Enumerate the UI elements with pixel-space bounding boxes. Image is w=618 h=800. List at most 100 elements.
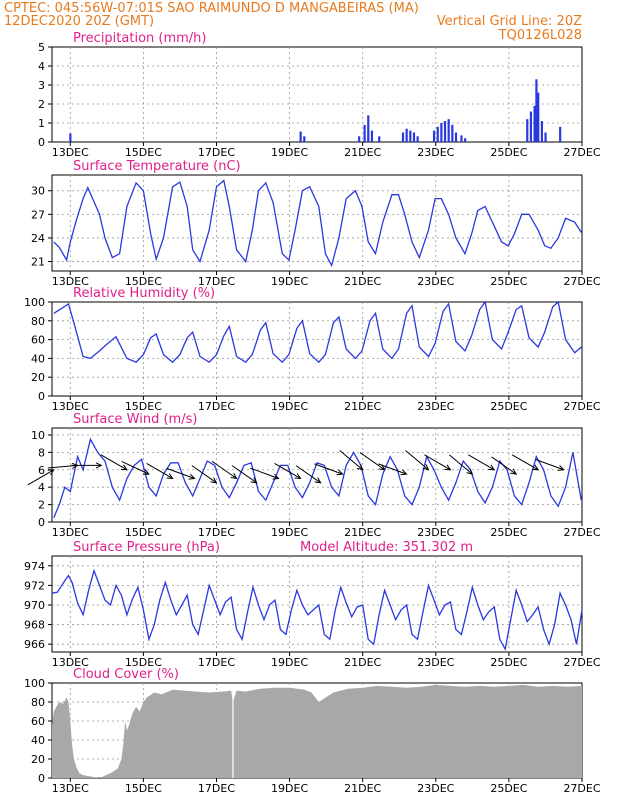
precip-bar <box>535 79 538 142</box>
ytick-label: 966 <box>24 638 45 651</box>
wind-arrow <box>211 460 238 480</box>
ytick-label: 100 <box>24 677 45 690</box>
wind-arrow-shaft <box>27 469 55 486</box>
wind-arrow-shaft <box>339 450 364 471</box>
xtick-label: 25DEC <box>490 146 527 159</box>
xtick-label: 23DEC <box>417 146 454 159</box>
ytick-label: 80 <box>31 696 45 709</box>
wind-arrow-shaft <box>295 465 321 484</box>
ytick-label: 40 <box>31 734 45 747</box>
panel-title-temp: Surface Temperature (nC) <box>73 159 241 174</box>
wind-arrow <box>146 463 174 480</box>
wind-arrow-shaft <box>535 459 564 471</box>
precip-bar <box>299 131 302 142</box>
xtick-label: 15DEC <box>125 782 162 795</box>
ytick-label: 60 <box>31 334 45 347</box>
wind-arrow-head <box>336 469 344 476</box>
xtick-label: 17DEC <box>198 526 235 539</box>
wind-arrow-head <box>314 477 322 484</box>
wind-arrow-shaft <box>424 454 451 471</box>
panel-frame-precip <box>51 46 583 143</box>
xtick-label: 19DEC <box>271 146 308 159</box>
wind-arrow-head <box>166 473 174 480</box>
ytick-label: 970 <box>24 599 45 612</box>
xtick-label: 27DEC <box>563 400 600 413</box>
wind-arrow <box>121 460 150 475</box>
series-line-rh <box>53 300 582 364</box>
wind-arrow-shaft <box>405 450 429 471</box>
ytick-label: 80 <box>31 315 45 328</box>
panel-cloud: Cloud Cover (%) 0 20 40 60 80 100 13DEC 15DEC 17D… <box>24 667 601 795</box>
xtick-label: 27DEC <box>563 526 600 539</box>
wind-arrow-shaft <box>146 463 173 479</box>
wind-arrow-shaft <box>100 454 128 471</box>
header-run-date: 12DEC2020 20Z (GMT) <box>4 14 154 29</box>
wind-arrow <box>274 463 302 480</box>
precip-bar <box>358 136 361 142</box>
wind-arrow-shaft <box>250 467 279 479</box>
xtick-label: 13DEC <box>52 275 89 288</box>
precip-bar <box>540 121 543 142</box>
wind-arrow-shaft <box>314 463 343 475</box>
wind-arrow <box>339 450 364 471</box>
wind-arrow-head <box>532 464 540 471</box>
panel-frame-temp <box>51 174 583 272</box>
wind-arrow-shaft <box>378 463 407 475</box>
panels: Precipitation (mm/h) 0 1 2 3 4 5 13DEC 15DEC 17DE… <box>24 31 601 795</box>
xtick-label: 21DEC <box>344 526 381 539</box>
ytick-label: 10 <box>31 429 45 442</box>
ytick-label: 24 <box>31 232 45 245</box>
wind-arrow-head <box>120 464 128 471</box>
ytick-label: 0 <box>38 516 45 529</box>
ytick-label: 972 <box>24 579 45 592</box>
xtick-label: 25DEC <box>490 782 527 795</box>
wind-arrow-head <box>188 473 196 480</box>
panel-pressure: Surface Pressure (hPa) Model Altitude: 35… <box>24 540 601 669</box>
xtick-label: 19DEC <box>271 656 308 669</box>
precip-bar <box>533 105 536 142</box>
wind-arrow-head <box>142 469 150 475</box>
precip-bar <box>440 123 443 142</box>
precip-bar <box>529 111 533 142</box>
panel-title-wind: Surface Wind (m/s) <box>73 412 197 427</box>
wind-arrow-shaft <box>166 467 195 479</box>
xtick-label: 23DEC <box>417 400 454 413</box>
precip-bar <box>401 132 405 142</box>
precip-bar <box>443 121 447 142</box>
wind-arrow <box>100 454 128 471</box>
xtick-label: 27DEC <box>563 656 600 669</box>
precip-bar <box>451 124 454 142</box>
xtick-label: 21DEC <box>344 275 381 288</box>
precip-bar <box>432 130 436 142</box>
panel-title-cloud: Cloud Cover (%) <box>73 667 179 682</box>
header-location: CPTEC: 045:56W-07:01S SAO RAIMUNDO D MAN… <box>4 1 419 16</box>
xtick-label: 15DEC <box>125 526 162 539</box>
ytick-label: 27 <box>31 208 45 221</box>
wind-arrow-shaft <box>231 465 257 484</box>
precip-bar <box>436 126 439 142</box>
xtick-label: 21DEC <box>344 782 381 795</box>
ytick-label: 20 <box>31 753 45 766</box>
wind-arrow-head <box>510 468 518 475</box>
precip-bar <box>559 126 562 142</box>
xtick-label: 13DEC <box>52 782 89 795</box>
panel-title-precip: Precipitation (mm/h) <box>73 31 206 46</box>
panel-wind: Surface Wind (m/s) 0 2 4 6 8 10 13DEC 15DEC 17DEC… <box>27 412 601 539</box>
ytick-label: 8 <box>38 446 45 459</box>
xtick-label: 19DEC <box>271 275 308 288</box>
wind-arrow <box>359 452 386 471</box>
wind-arrow-head <box>557 465 565 471</box>
header-model-id: TQ0126L028 <box>498 28 582 43</box>
wind-arrow-head <box>466 468 474 475</box>
wind-arrow-shaft <box>449 454 473 475</box>
panel-title-rh: Relative Humidity (%) <box>73 286 215 301</box>
xtick-label: 27DEC <box>563 275 600 288</box>
xtick-label: 23DEC <box>417 656 454 669</box>
wind-arrow <box>449 454 474 475</box>
wind-arrow-head <box>230 473 238 480</box>
precip-bar <box>69 133 72 142</box>
ytick-label: 4 <box>38 60 45 73</box>
panel-frame-wind <box>51 427 583 523</box>
series-line-pressure <box>51 568 583 652</box>
